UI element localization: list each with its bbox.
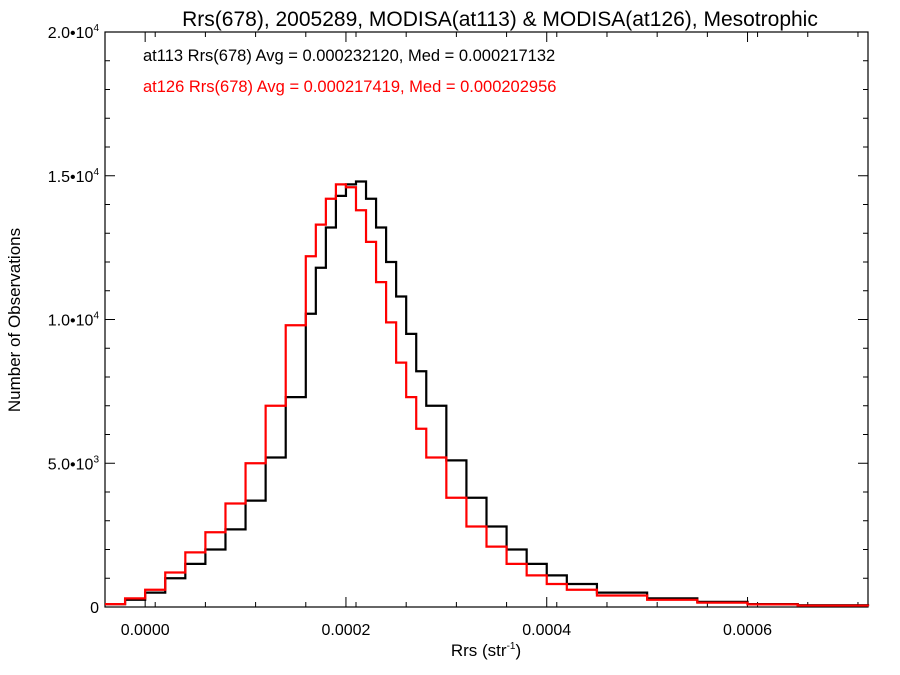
y-tick-label-3: 1.5•104 bbox=[48, 167, 100, 186]
series-group bbox=[105, 180, 870, 607]
chart-title: Rrs(678), 2005289, MODISA(at113) & MODIS… bbox=[182, 8, 818, 31]
y-tick-label-2: 1.0•104 bbox=[48, 311, 100, 330]
series-line-at126 bbox=[105, 183, 870, 607]
x-tick-label-3: 0.0006 bbox=[723, 622, 772, 639]
x-axis-label: Rrs (str-1) bbox=[451, 641, 521, 660]
series-line-at113 bbox=[105, 180, 870, 607]
y-axis-label: Number of Observations bbox=[5, 228, 24, 412]
y-tick-label-4: 2.0•104 bbox=[48, 23, 100, 42]
x-tick-label-0: 0.0000 bbox=[121, 622, 170, 639]
y-tick-label-1: 5.0•103 bbox=[48, 454, 100, 473]
legend-entry-at113: at113 Rrs(678) Avg = 0.000232120, Med = … bbox=[143, 47, 555, 65]
x-tick-label-1: 0.0002 bbox=[321, 622, 370, 639]
y-tick-label-0: 0 bbox=[90, 600, 99, 617]
legend-entry-at126: at126 Rrs(678) Avg = 0.000217419, Med = … bbox=[143, 78, 556, 96]
x-tick-labels: 0.0000 0.0002 0.0004 0.0006 bbox=[121, 622, 772, 639]
y-tick-labels: 0 5.0•103 1.0•104 1.5•104 2.0•104 bbox=[48, 23, 100, 617]
x-tick-label-2: 0.0004 bbox=[522, 622, 571, 639]
